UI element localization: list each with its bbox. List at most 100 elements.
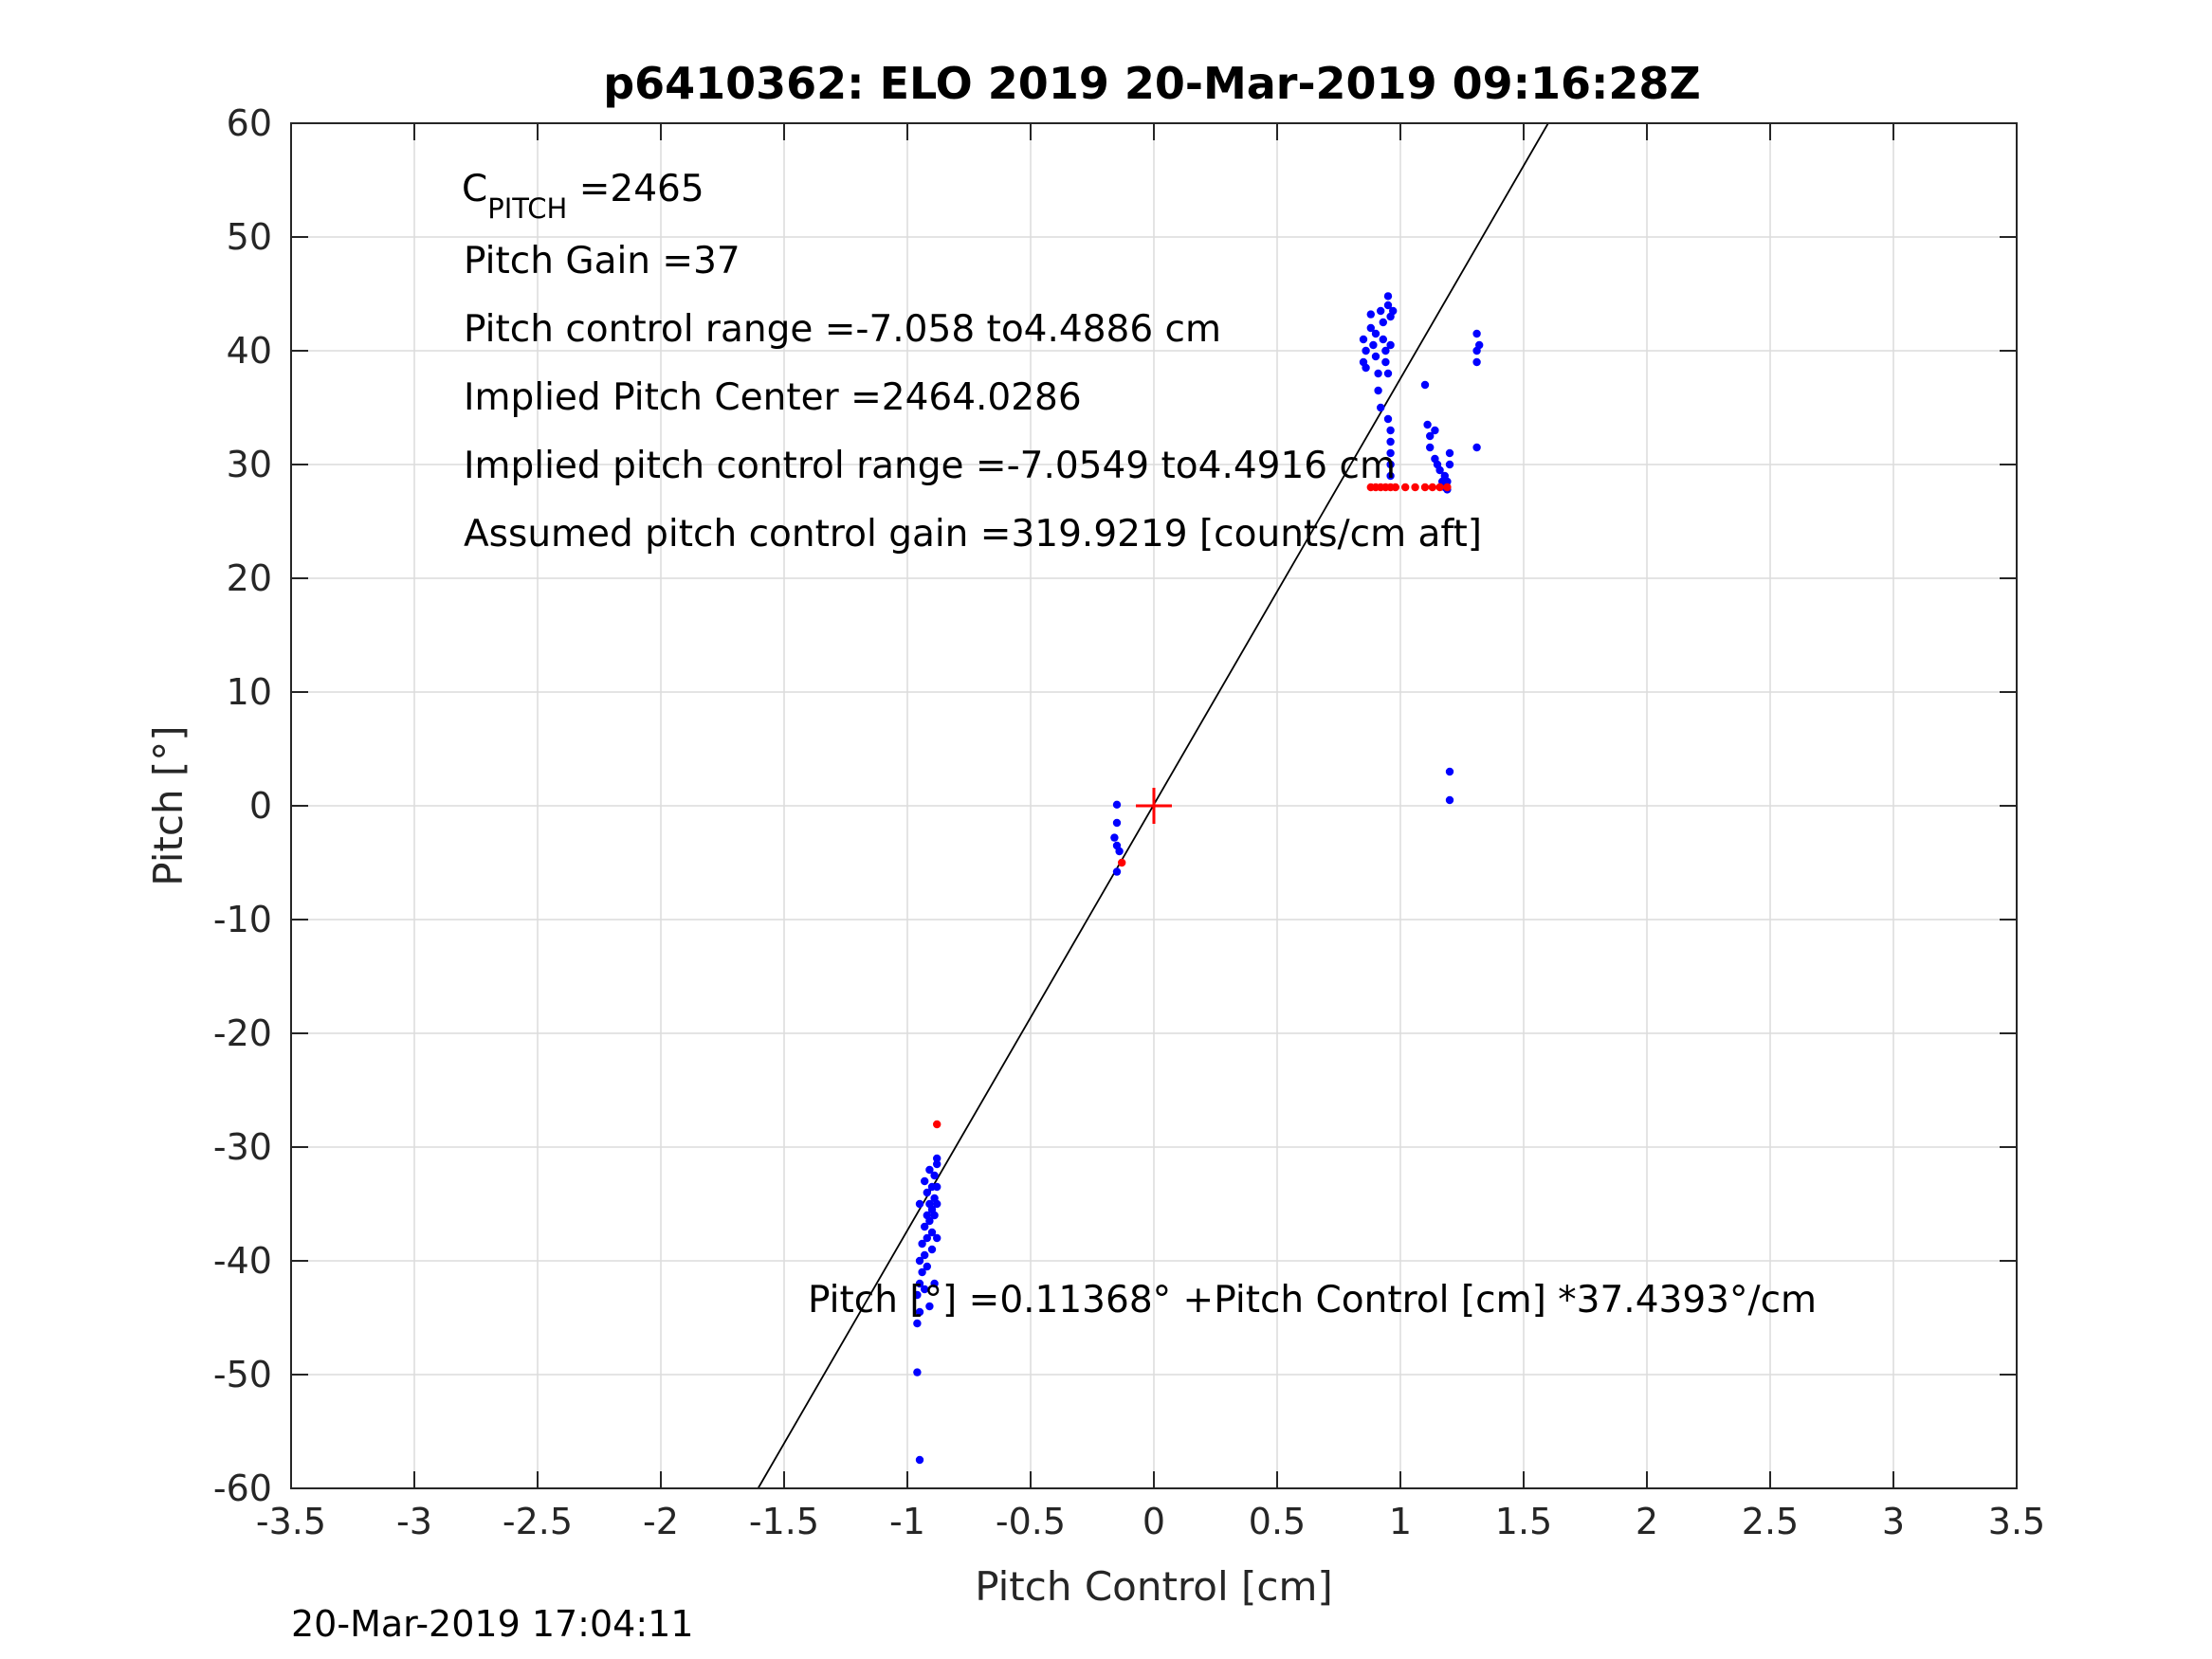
y-tick-label: 0: [249, 785, 272, 827]
data-point-blue: [1377, 403, 1385, 412]
data-point-blue: [933, 1159, 941, 1169]
x-tick-label: 1.5: [1495, 1501, 1552, 1542]
data-point-blue: [1389, 306, 1398, 316]
data-point-blue: [921, 1176, 929, 1186]
data-point-blue: [1381, 346, 1390, 356]
data-point-blue: [921, 1285, 929, 1294]
data-point-blue: [915, 1455, 924, 1465]
data-point-blue: [1472, 357, 1481, 367]
data-point-blue: [1115, 847, 1124, 856]
x-tick-label: -0.5: [996, 1501, 1066, 1542]
x-tick-label: -3.5: [256, 1501, 326, 1542]
y-tick-label: -30: [213, 1126, 272, 1168]
chart-title: p6410362: ELO 2019 20-Mar-2019 09:16:28Z: [603, 58, 1701, 109]
x-tick-label: 3: [1882, 1501, 1905, 1542]
data-point-blue: [1423, 420, 1432, 429]
x-tick-label: -2.5: [503, 1501, 573, 1542]
data-point-blue: [925, 1199, 934, 1209]
data-point-blue: [1374, 369, 1382, 378]
y-axis-ticks: -60 -50 -40 -30 -20 -10 0 10 20 30 40 50 60: [213, 102, 2017, 1509]
data-point-blue: [1112, 867, 1122, 876]
data-point-blue: [1420, 380, 1430, 390]
data-point-blue: [923, 1188, 931, 1197]
data-point-blue: [913, 1368, 922, 1376]
x-axis-ticks: -3.5 -3 -2.5 -2 -1.5 -1 -0.5 0 0.5 1 1.5 2 2.5 3 3.5: [256, 123, 2045, 1542]
data-point-blue: [933, 1199, 941, 1209]
y-tick-label: -60: [213, 1468, 272, 1509]
x-tick-label: 0: [1143, 1501, 1165, 1542]
data-point-blue: [923, 1233, 931, 1243]
data-point-blue: [1475, 340, 1484, 350]
data-point-blue: [1362, 363, 1370, 373]
data-point-blue: [913, 1290, 922, 1300]
annotation-assumed-gain: Assumed pitch control gain =319.9219 [co…: [464, 513, 1482, 556]
data-point-blue: [1110, 833, 1119, 842]
plot-area: CPITCH =2465 Pitch Gain =37 Pitch contro…: [213, 102, 2045, 1542]
data-point-blue: [925, 1165, 934, 1175]
data-point-blue: [1431, 426, 1439, 435]
data-point-blue: [1371, 352, 1380, 361]
data-point-blue: [921, 1250, 929, 1260]
data-point-blue: [1366, 310, 1376, 319]
x-tick-label: -1: [889, 1501, 925, 1542]
data-point-blue: [1445, 460, 1454, 469]
data-point-blue: [1386, 471, 1395, 481]
y-tick-label: -40: [213, 1240, 272, 1282]
x-tick-label: 2.5: [1742, 1501, 1799, 1542]
x-tick-label: 3.5: [1988, 1501, 2045, 1542]
data-point-blue: [1383, 414, 1393, 424]
data-point-blue: [921, 1222, 929, 1231]
fit-equation: Pitch [°] =0.11368° +Pitch Control [cm] …: [808, 1279, 1817, 1322]
data-point-blue: [1426, 443, 1435, 452]
data-point-blue: [918, 1239, 926, 1249]
data-point-blue: [1383, 292, 1393, 301]
data-point-blue: [1374, 386, 1382, 395]
timestamp-footer: 20-Mar-2019 17:04:11: [291, 1603, 694, 1645]
data-point-blue: [1386, 448, 1395, 458]
data-point-blue: [930, 1279, 939, 1288]
data-point-red: [933, 1120, 941, 1129]
data-point-blue: [1386, 340, 1395, 350]
data-point-red: [1411, 483, 1419, 492]
y-tick-label: 30: [227, 444, 272, 485]
annotations: CPITCH =2465 Pitch Gain =37 Pitch contro…: [462, 168, 1817, 1322]
data-point-blue: [1386, 460, 1395, 469]
data-point-blue: [1366, 323, 1376, 333]
y-tick-label: -10: [213, 899, 272, 940]
data-point-blue: [925, 1302, 934, 1311]
data-point-blue: [1379, 335, 1388, 344]
x-tick-label: -3: [396, 1501, 432, 1542]
data-point-blue: [1371, 329, 1380, 338]
data-point-blue: [1445, 795, 1454, 805]
data-point-blue: [1381, 357, 1390, 367]
data-point-blue: [933, 1233, 941, 1243]
data-point-blue: [915, 1199, 924, 1209]
y-tick-label: -50: [213, 1354, 272, 1395]
data-point-blue: [927, 1245, 937, 1254]
data-point-red: [1391, 483, 1400, 492]
data-point-blue: [1359, 335, 1368, 344]
data-point-blue: [933, 1154, 941, 1163]
center-marker-group: [1136, 788, 1172, 824]
y-tick-label: 10: [227, 671, 272, 713]
data-point-red: [1401, 483, 1410, 492]
data-point-blue: [1112, 800, 1122, 809]
data-point-blue: [1472, 443, 1481, 452]
y-tick-label: 60: [227, 102, 272, 144]
y-tick-label: 20: [227, 557, 272, 599]
data-point-blue: [933, 1182, 941, 1192]
annotation-implied-range: Implied pitch control range =-7.0549 to4…: [464, 445, 1396, 487]
data-point-blue: [1112, 818, 1122, 828]
y-tick-label: 50: [227, 216, 272, 258]
data-point-blue: [1443, 477, 1452, 486]
x-tick-label: 2: [1636, 1501, 1658, 1542]
data-point-blue: [1386, 437, 1395, 447]
y-tick-label: 40: [227, 330, 272, 372]
data-point-blue: [1472, 329, 1481, 338]
x-axis-label: Pitch Control [cm]: [975, 1563, 1333, 1610]
data-point-blue: [915, 1256, 924, 1266]
data-point-blue: [1383, 369, 1393, 378]
data-point-blue: [1445, 767, 1454, 776]
data-point-red: [1435, 483, 1444, 492]
